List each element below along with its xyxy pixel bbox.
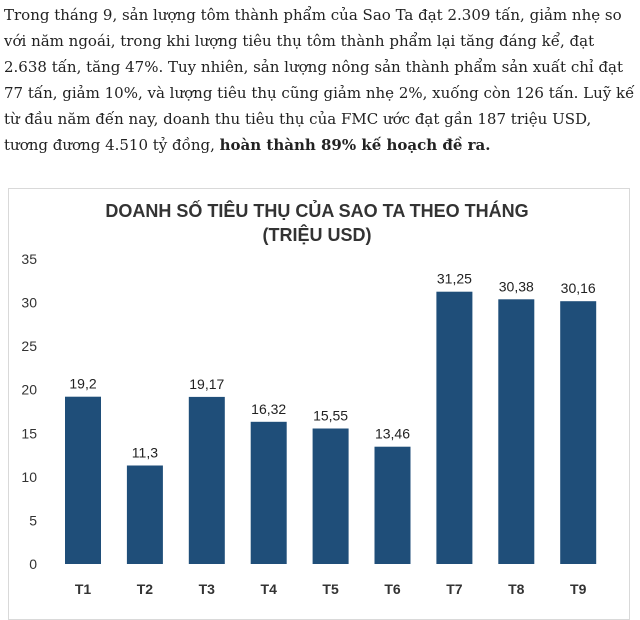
y-tick-label: 15 bbox=[21, 425, 37, 441]
data-label: 30,38 bbox=[499, 278, 534, 294]
data-label: 30,16 bbox=[561, 280, 596, 296]
bars-group: 19,2 11,3 19,17 16,32 15,55 13,46 31,25 30,38 30… bbox=[65, 271, 597, 564]
data-label: 11,3 bbox=[132, 445, 158, 461]
y-tick-label: 5 bbox=[29, 512, 37, 528]
data-label: 16,32 bbox=[251, 401, 286, 417]
x-tick-label: T5 bbox=[322, 581, 339, 597]
article-paragraph: Trong tháng 9, sản lượng tôm thành phẩm … bbox=[4, 2, 636, 158]
chart-title-line1: DOANH SỐ TIÊU THỤ CỦA SAO TA THEO THÁNG bbox=[105, 200, 528, 221]
x-axis: T1 T2 T3 T4 T5 T6 T7 T8 T9 bbox=[75, 581, 587, 597]
bar-t9 bbox=[560, 301, 597, 564]
bar-t3 bbox=[188, 396, 225, 564]
bar-t5 bbox=[312, 428, 349, 564]
bar-t2 bbox=[126, 465, 163, 564]
bar-t6 bbox=[374, 446, 411, 564]
y-tick-label: 30 bbox=[21, 295, 37, 311]
y-tick-label: 10 bbox=[21, 469, 37, 485]
x-tick-label: T1 bbox=[75, 581, 92, 597]
data-label: 13,46 bbox=[375, 426, 410, 442]
x-tick-label: T8 bbox=[508, 581, 525, 597]
bar-t8 bbox=[498, 299, 535, 564]
x-tick-label: T6 bbox=[384, 581, 401, 597]
bar-t4 bbox=[250, 421, 287, 564]
chart-container: DOANH SỐ TIÊU THỤ CỦA SAO TA THEO THÁNG … bbox=[8, 188, 630, 620]
y-tick-label: 35 bbox=[21, 251, 37, 267]
bar-t1 bbox=[65, 396, 101, 564]
y-axis: 0 5 10 15 20 25 30 35 bbox=[21, 251, 37, 572]
y-tick-label: 20 bbox=[21, 382, 37, 398]
data-label: 31,25 bbox=[437, 271, 472, 287]
data-label: 15,55 bbox=[313, 408, 348, 424]
data-label: 19,2 bbox=[69, 376, 96, 392]
chart-title-line2: (TRIỆU USD) bbox=[263, 224, 372, 245]
article-bold-text: hoàn thành 89% kế hoạch đề ra. bbox=[219, 136, 491, 154]
x-tick-label: T9 bbox=[570, 581, 587, 597]
x-tick-label: T2 bbox=[137, 581, 154, 597]
y-tick-label: 0 bbox=[29, 556, 37, 572]
x-tick-label: T4 bbox=[261, 581, 278, 597]
bar-chart: DOANH SỐ TIÊU THỤ CỦA SAO TA THEO THÁNG … bbox=[21, 200, 597, 597]
y-tick-label: 25 bbox=[21, 338, 37, 354]
data-label: 19,17 bbox=[189, 376, 224, 392]
x-tick-label: T7 bbox=[446, 581, 463, 597]
x-tick-label: T3 bbox=[199, 581, 216, 597]
bar-t7 bbox=[436, 291, 473, 564]
article-text: Trong tháng 9, sản lượng tôm thành phẩm … bbox=[4, 6, 635, 154]
